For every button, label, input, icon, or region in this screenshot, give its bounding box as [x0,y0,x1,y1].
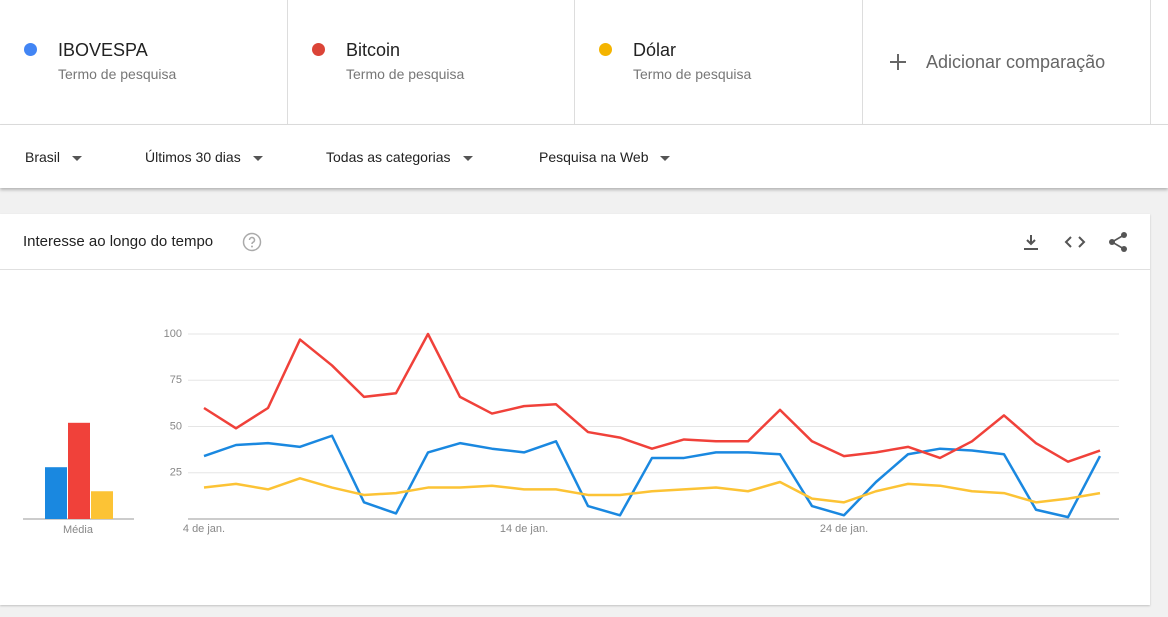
filter[interactable]: Todas as categorias [326,149,473,165]
series-line [203,477,1101,504]
y-tick-label: 50 [170,420,182,432]
card-title: Interesse ao longo do tempo [23,233,214,250]
term-subtitle: Termo de pesquisa [58,66,177,82]
filter[interactable]: Pesquisa na Web [539,149,670,165]
divider [0,269,1150,270]
term-name: Bitcoin [346,40,401,60]
x-tick-label: 4 de jan. [183,523,225,535]
average-bar [45,467,67,519]
filter[interactable]: Brasil [25,149,82,165]
comparison-bar: IBOVESPA Termo de pesquisa Bitcoin Termo… [0,0,1168,125]
add-term[interactable]: Adicionar comparação [863,0,1151,124]
share-icon[interactable] [1108,231,1130,253]
y-tick-label: 100 [164,328,182,340]
term-dot [312,43,325,56]
term[interactable]: Bitcoin Termo de pesquisa [288,0,575,124]
x-tick-label: 14 de jan. [500,523,548,535]
term-name: IBOVESPA [58,40,148,60]
average-bar [68,422,90,519]
term-subtitle: Termo de pesquisa [633,66,752,82]
y-tick-label: 75 [170,374,182,386]
series-line [203,434,1102,519]
chart: 25 50 75 100 4 de jan. 14 de jan. 24 de jan. Mé… [23,328,1119,536]
term-dot [24,43,37,56]
term-dot [599,43,612,56]
series-line [203,332,1101,463]
term[interactable]: IBOVESPA Termo de pesquisa [0,0,288,124]
average-bar [91,491,113,519]
download-icon[interactable] [1021,232,1041,252]
term-name: Dólar [633,40,677,60]
y-tick-label: 25 [170,467,182,479]
term[interactable]: Dólar Termo de pesquisa [575,0,863,124]
average-label: Média [63,524,94,536]
embed-icon[interactable] [1064,232,1086,252]
filter[interactable]: Últimos 30 dias [145,149,263,165]
plus-icon [890,54,906,70]
add-comparison: Adicionar comparação [926,52,1106,72]
term-subtitle: Termo de pesquisa [346,66,465,82]
filter-bar: Brasil Últimos 30 dias Todas as categori… [0,125,1168,188]
x-tick-label: 24 de jan. [820,523,868,535]
help-icon[interactable] [242,232,262,252]
chart-card: Interesse ao longo do tempo 25 50 75 100 4 d… [0,214,1150,605]
